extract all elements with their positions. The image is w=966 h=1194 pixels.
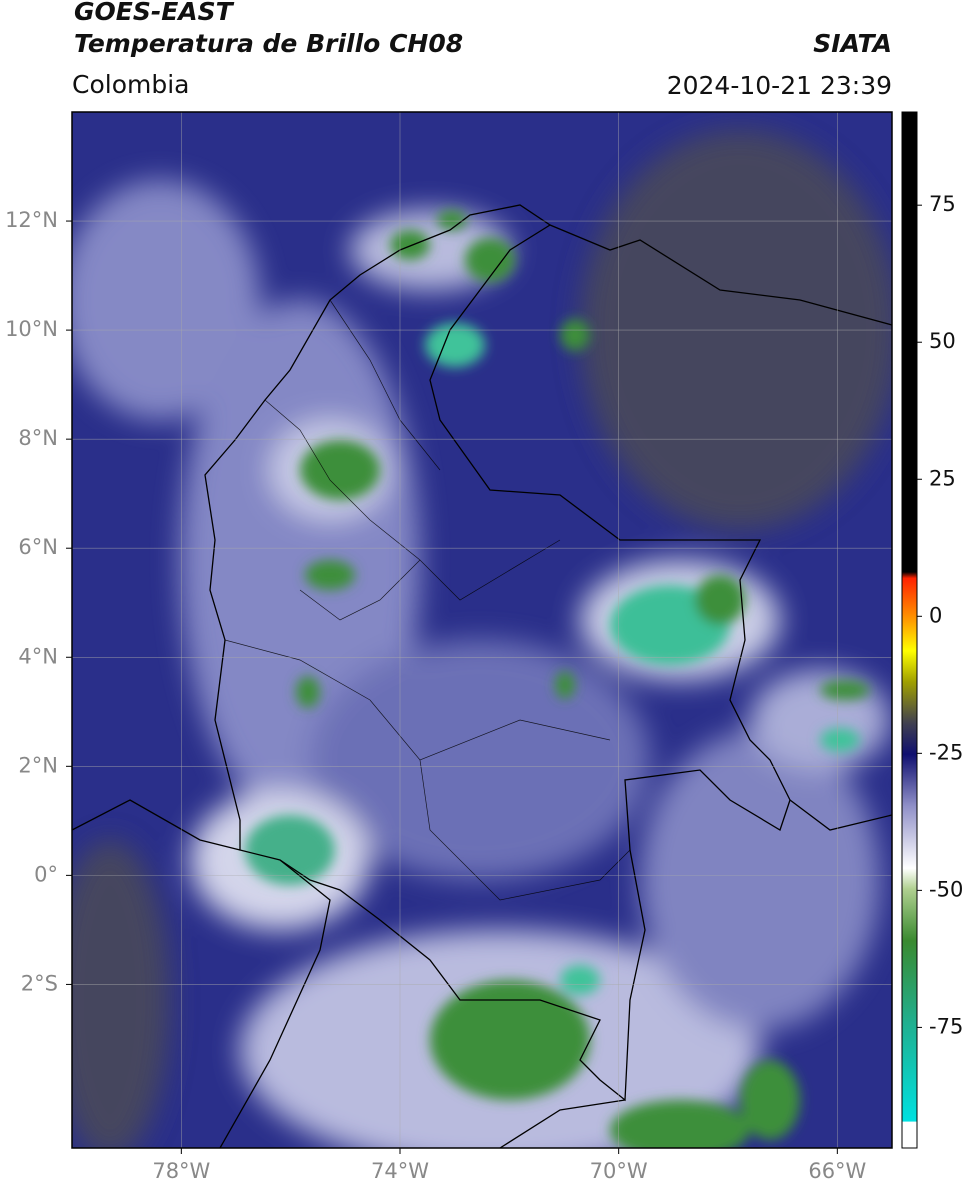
y-tick-label: 12°N (5, 208, 58, 232)
x-tick-label: 70°W (590, 1159, 648, 1183)
colorbar (901, 111, 918, 1149)
region-label: Colombia (72, 70, 189, 99)
grid (72, 112, 892, 1148)
y-tick-label: 6°N (18, 535, 58, 559)
y-tick-label: 4°N (18, 644, 58, 668)
x-tick-label: 78°W (152, 1159, 210, 1183)
colorbar-tick-label: -75 (929, 1014, 963, 1038)
colorbar-tick-label: 0 (929, 603, 942, 627)
y-tick-label: 0° (34, 862, 58, 886)
colorbar-tick-label: -50 (929, 877, 963, 901)
product-title: Temperatura de Brillo CH08 (74, 29, 463, 58)
datetime-label: 2024-10-21 23:39 (667, 71, 892, 100)
y-tick-label: 10°N (5, 317, 58, 341)
y-tick-label: 8°N (18, 426, 58, 450)
y-tick-label: 2°S (21, 971, 58, 995)
satellite-image (72, 112, 892, 1148)
x-tick-label: 66°W (808, 1159, 866, 1183)
satellite-title: GOES-EAST (74, 0, 235, 26)
colorbar-tick-label: 50 (929, 329, 956, 353)
source-label: SIATA (813, 29, 892, 58)
map-frame (71, 111, 893, 1149)
x-tick-label: 74°W (371, 1159, 429, 1183)
y-tick-label: 2°N (18, 753, 58, 777)
colorbar-tick-label: 25 (929, 466, 956, 490)
colorbar-tick-label: -25 (929, 740, 963, 764)
colorbar-tick-label: 75 (929, 192, 956, 216)
